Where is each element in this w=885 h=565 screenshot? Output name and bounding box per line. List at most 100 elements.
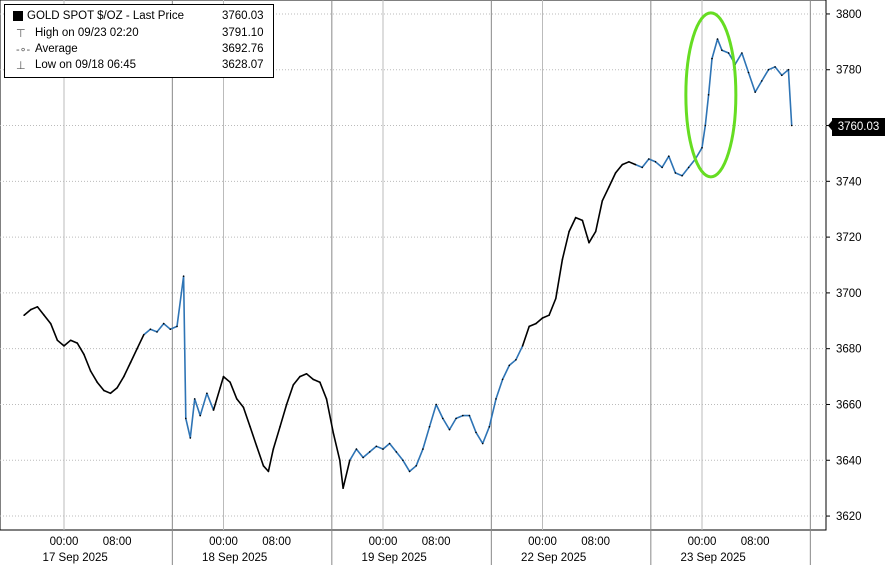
price-point xyxy=(661,166,663,169)
price-point xyxy=(701,147,703,149)
price-point xyxy=(355,448,358,450)
price-point xyxy=(495,398,497,400)
price-point xyxy=(236,398,238,400)
price-point xyxy=(30,308,32,311)
price-point xyxy=(89,370,92,372)
price-point xyxy=(149,328,152,331)
price-point xyxy=(774,66,776,68)
x-tick-label: 08:00 xyxy=(262,536,291,548)
price-point xyxy=(332,431,335,434)
x-tick-label: 00:00 xyxy=(50,536,79,548)
price-point xyxy=(521,345,524,347)
price-point xyxy=(568,230,570,233)
price-point xyxy=(781,74,783,77)
price-point xyxy=(716,38,719,40)
y-tick-label: 3660 xyxy=(836,399,862,411)
price-point xyxy=(23,314,25,317)
price-point xyxy=(528,325,530,328)
price-point xyxy=(49,322,52,325)
price-point xyxy=(156,331,158,333)
price-point xyxy=(292,384,295,386)
price-point xyxy=(707,94,710,96)
price-point xyxy=(219,386,221,389)
price-point xyxy=(621,163,624,166)
price-point xyxy=(143,333,145,336)
low-marker-icon: ⊥ xyxy=(16,60,26,72)
price-point xyxy=(212,409,215,411)
price-point xyxy=(501,378,504,381)
price-point xyxy=(136,347,138,350)
legend-low-value: 3628.07 xyxy=(222,59,264,71)
price-point xyxy=(262,465,265,467)
price-point xyxy=(312,378,315,381)
price-point xyxy=(561,258,564,261)
chart-legend: GOLD SPOT $/OZ - Last Price 3760.03 ⊤ Hi… xyxy=(4,4,274,78)
x-tick-label: 00:00 xyxy=(688,536,717,548)
price-point xyxy=(129,361,132,364)
price-point xyxy=(189,437,192,439)
legend-average-value: 3692.76 xyxy=(222,43,264,55)
price-point xyxy=(628,161,630,163)
legend-average-label: Average xyxy=(35,43,78,55)
price-point xyxy=(508,364,511,367)
price-point xyxy=(285,403,288,406)
price-point xyxy=(305,373,308,375)
price-point xyxy=(761,80,763,82)
x-day-label: 18 Sep 2025 xyxy=(202,552,267,564)
price-point xyxy=(375,445,378,448)
average-marker-icon: -∘- xyxy=(16,44,31,56)
price-point xyxy=(63,345,65,347)
price-point xyxy=(481,442,484,445)
price-point xyxy=(395,451,398,453)
highlight-ellipse xyxy=(684,11,738,179)
price-point xyxy=(704,124,707,127)
price-point xyxy=(76,342,79,344)
price-point xyxy=(681,174,683,177)
price-point xyxy=(169,328,172,331)
x-tick-label: 00:00 xyxy=(209,536,238,548)
price-point xyxy=(342,487,344,490)
x-tick-label: 08:00 xyxy=(741,536,770,548)
price-point xyxy=(162,322,165,325)
price-point xyxy=(741,52,743,54)
x-tick-label: 00:00 xyxy=(369,536,398,548)
price-point xyxy=(767,68,770,71)
price-point xyxy=(515,359,517,361)
price-point xyxy=(109,392,112,395)
price-point xyxy=(96,381,98,384)
legend-series-label: GOLD SPOT $/OZ - Last Price xyxy=(27,10,184,22)
price-point xyxy=(601,200,604,202)
y-tick-label: 3720 xyxy=(836,232,862,244)
price-point xyxy=(319,381,321,384)
price-point xyxy=(242,406,245,409)
plot-area xyxy=(0,0,827,531)
price-point xyxy=(674,172,677,174)
x-day-label: 17 Sep 2025 xyxy=(43,552,108,564)
price-point xyxy=(711,57,713,60)
x-tick-label: 08:00 xyxy=(103,536,132,548)
price-point xyxy=(548,314,550,317)
price-point xyxy=(634,163,637,166)
price-point xyxy=(349,459,351,462)
price-point xyxy=(787,68,790,71)
last-price-tag: 3760.03 xyxy=(832,118,885,136)
price-point xyxy=(103,389,105,392)
legend-low-label: Low on 09/18 06:45 xyxy=(35,59,137,71)
price-point xyxy=(648,158,650,160)
price-point xyxy=(588,241,590,244)
legend-last-value: 3760.03 xyxy=(222,10,264,22)
price-point xyxy=(687,166,690,169)
high-marker-icon: ⊤ xyxy=(16,28,26,40)
price-point xyxy=(123,375,125,378)
price-point xyxy=(382,448,384,450)
price-point xyxy=(442,417,444,420)
price-point xyxy=(199,414,201,417)
y-tick-label: 3800 xyxy=(836,9,862,21)
price-point xyxy=(222,375,225,378)
price-point xyxy=(574,216,577,219)
price-point xyxy=(455,417,457,420)
price-point xyxy=(368,451,371,453)
price-point xyxy=(668,155,670,157)
price-point xyxy=(193,398,196,400)
price-point xyxy=(279,426,281,428)
